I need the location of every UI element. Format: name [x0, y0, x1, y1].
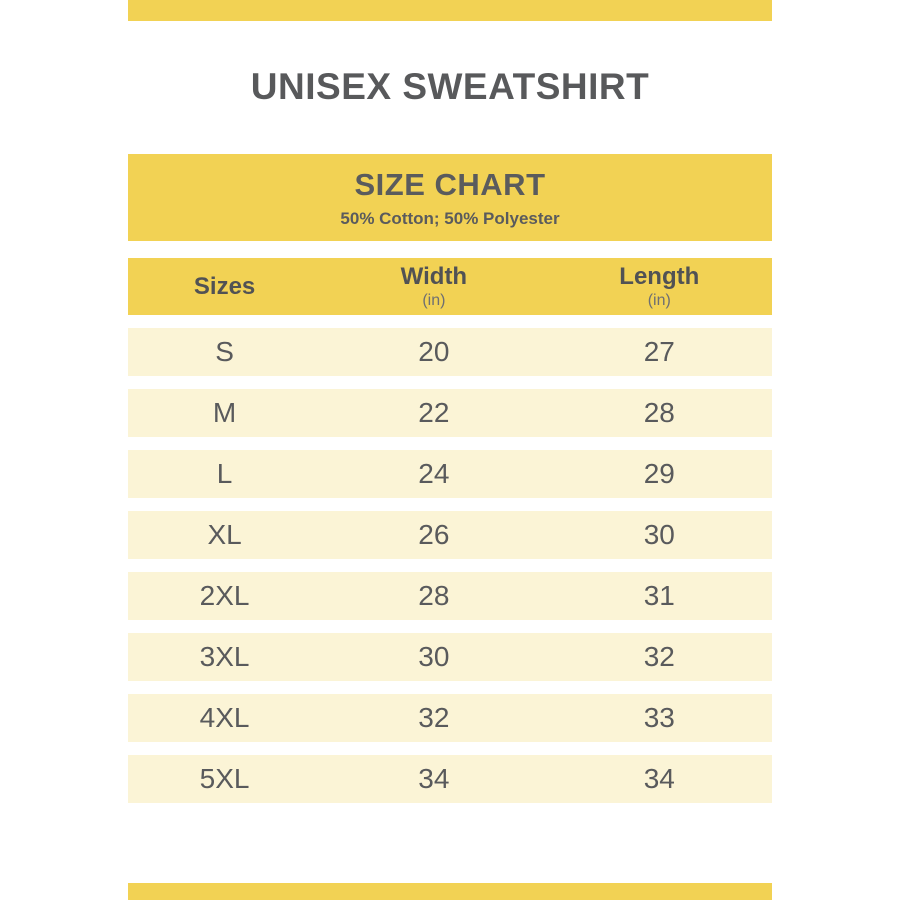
width-cell: 28 [418, 580, 450, 611]
table-row: XL 26 30 [128, 511, 772, 559]
column-header-sizes: Sizes [128, 258, 321, 315]
table-row: 4XL 32 33 [128, 694, 772, 742]
size-cell: M [212, 397, 237, 428]
length-cell: 27 [643, 336, 675, 367]
table-row: L 24 29 [128, 450, 772, 498]
table-row: M 22 28 [128, 389, 772, 437]
width-unit-label: (in) [422, 292, 446, 309]
size-cell: XL [207, 519, 242, 550]
page-title: UNISEX SWEATSHIRT [250, 66, 650, 107]
length-cell: 34 [643, 763, 675, 794]
width-cell: 22 [418, 397, 450, 428]
length-cell: 31 [643, 580, 675, 611]
length-unit-label: (in) [647, 292, 671, 309]
size-chart-banner: SIZE CHART 50% Cotton; 50% Polyester [128, 154, 772, 241]
column-header-length: Length (in) [547, 258, 772, 315]
table-row: S 20 27 [128, 328, 772, 376]
width-cell: 20 [418, 336, 450, 367]
top-accent-bar [128, 0, 772, 21]
length-cell: 32 [643, 641, 675, 672]
bottom-accent-bar [128, 883, 772, 900]
width-cell: 32 [418, 702, 450, 733]
length-cell: 30 [643, 519, 675, 550]
table-header-row: Sizes Width (in) Length (in) [128, 258, 772, 315]
table-row: 5XL 34 34 [128, 755, 772, 803]
size-chart-heading: SIZE CHART [354, 166, 546, 202]
width-header-label: Width [400, 263, 468, 290]
length-cell: 33 [643, 702, 675, 733]
size-cell: 5XL [199, 763, 250, 794]
width-cell: 24 [418, 458, 450, 489]
size-cell: 4XL [199, 702, 250, 733]
table-row: 2XL 28 31 [128, 572, 772, 620]
sizes-header-label: Sizes [193, 272, 256, 300]
column-header-width: Width (in) [321, 258, 546, 315]
width-cell: 30 [418, 641, 450, 672]
size-cell: 3XL [199, 641, 250, 672]
table-body: S 20 27 M 22 28 L 24 29 XL 26 30 2XL 28 … [128, 328, 772, 803]
width-cell: 26 [418, 519, 450, 550]
fabric-composition-text: 50% Cotton; 50% Polyester [340, 208, 560, 228]
size-cell: S [215, 336, 234, 367]
length-cell: 29 [643, 458, 675, 489]
width-cell: 34 [418, 763, 450, 794]
length-cell: 28 [643, 397, 675, 428]
size-cell: 2XL [199, 580, 250, 611]
length-header-label: Length [619, 263, 700, 290]
table-row: 3XL 30 32 [128, 633, 772, 681]
size-cell: L [216, 458, 233, 489]
